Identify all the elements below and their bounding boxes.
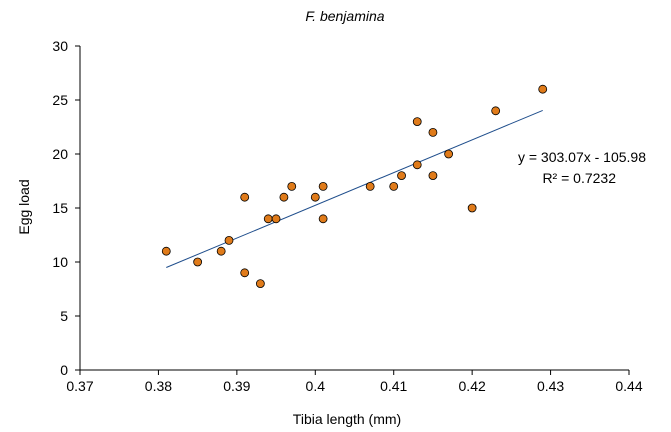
data-point (255, 279, 265, 289)
x-tick-label: 0.37 (66, 378, 93, 394)
x-tick-label: 0.43 (537, 378, 564, 394)
data-point (428, 171, 438, 181)
trendline-r2: R² = 0.7232 (542, 170, 616, 186)
trendline-equation: y = 303.07x - 105.98 (518, 149, 646, 165)
data-point (310, 192, 320, 202)
data-point (240, 192, 250, 202)
x-tick-label: 0.4 (306, 378, 326, 394)
data-point (263, 214, 273, 224)
plot-area: 0.37 0.38 0.39 0.4 0.41 0.42 0.43 0.44 0 5 10 15 20 2… (52, 38, 642, 394)
data-point (397, 171, 406, 181)
y-tick-label: 10 (52, 254, 68, 270)
data-point (444, 149, 454, 159)
data-point (216, 246, 226, 256)
data-point (240, 268, 250, 278)
data-point (193, 257, 203, 267)
data-point (365, 181, 375, 191)
data-point (318, 214, 328, 224)
data-point (224, 235, 234, 245)
trendline (166, 109, 543, 268)
y-tick-label: 30 (52, 38, 68, 54)
data-point (318, 181, 328, 191)
data-point (389, 181, 399, 191)
data-point (161, 246, 171, 256)
y-tick-label: 25 (52, 92, 68, 108)
x-axis-label: Tibia length (mm) (293, 411, 401, 427)
y-tick-label: 20 (52, 146, 68, 162)
data-point (538, 84, 548, 94)
x-tick-label: 0.38 (145, 378, 172, 394)
data-point (287, 181, 297, 191)
x-tick-label: 0.44 (615, 378, 642, 394)
y-axis-label: Egg load (16, 179, 32, 234)
data-point (271, 214, 281, 224)
chart-title: F. benjamina (305, 8, 384, 24)
y-tick-label: 0 (60, 362, 68, 378)
x-tick-label: 0.39 (223, 378, 250, 394)
x-tick-label: 0.41 (380, 378, 407, 394)
y-tick-label: 15 (52, 200, 68, 216)
data-point (279, 192, 289, 202)
data-point (412, 117, 422, 126)
x-tick-label: 0.42 (459, 378, 486, 394)
data-point (467, 203, 477, 213)
data-point (428, 127, 438, 137)
data-point (491, 106, 501, 116)
data-point (412, 160, 422, 170)
y-tick-label: 5 (60, 308, 68, 324)
